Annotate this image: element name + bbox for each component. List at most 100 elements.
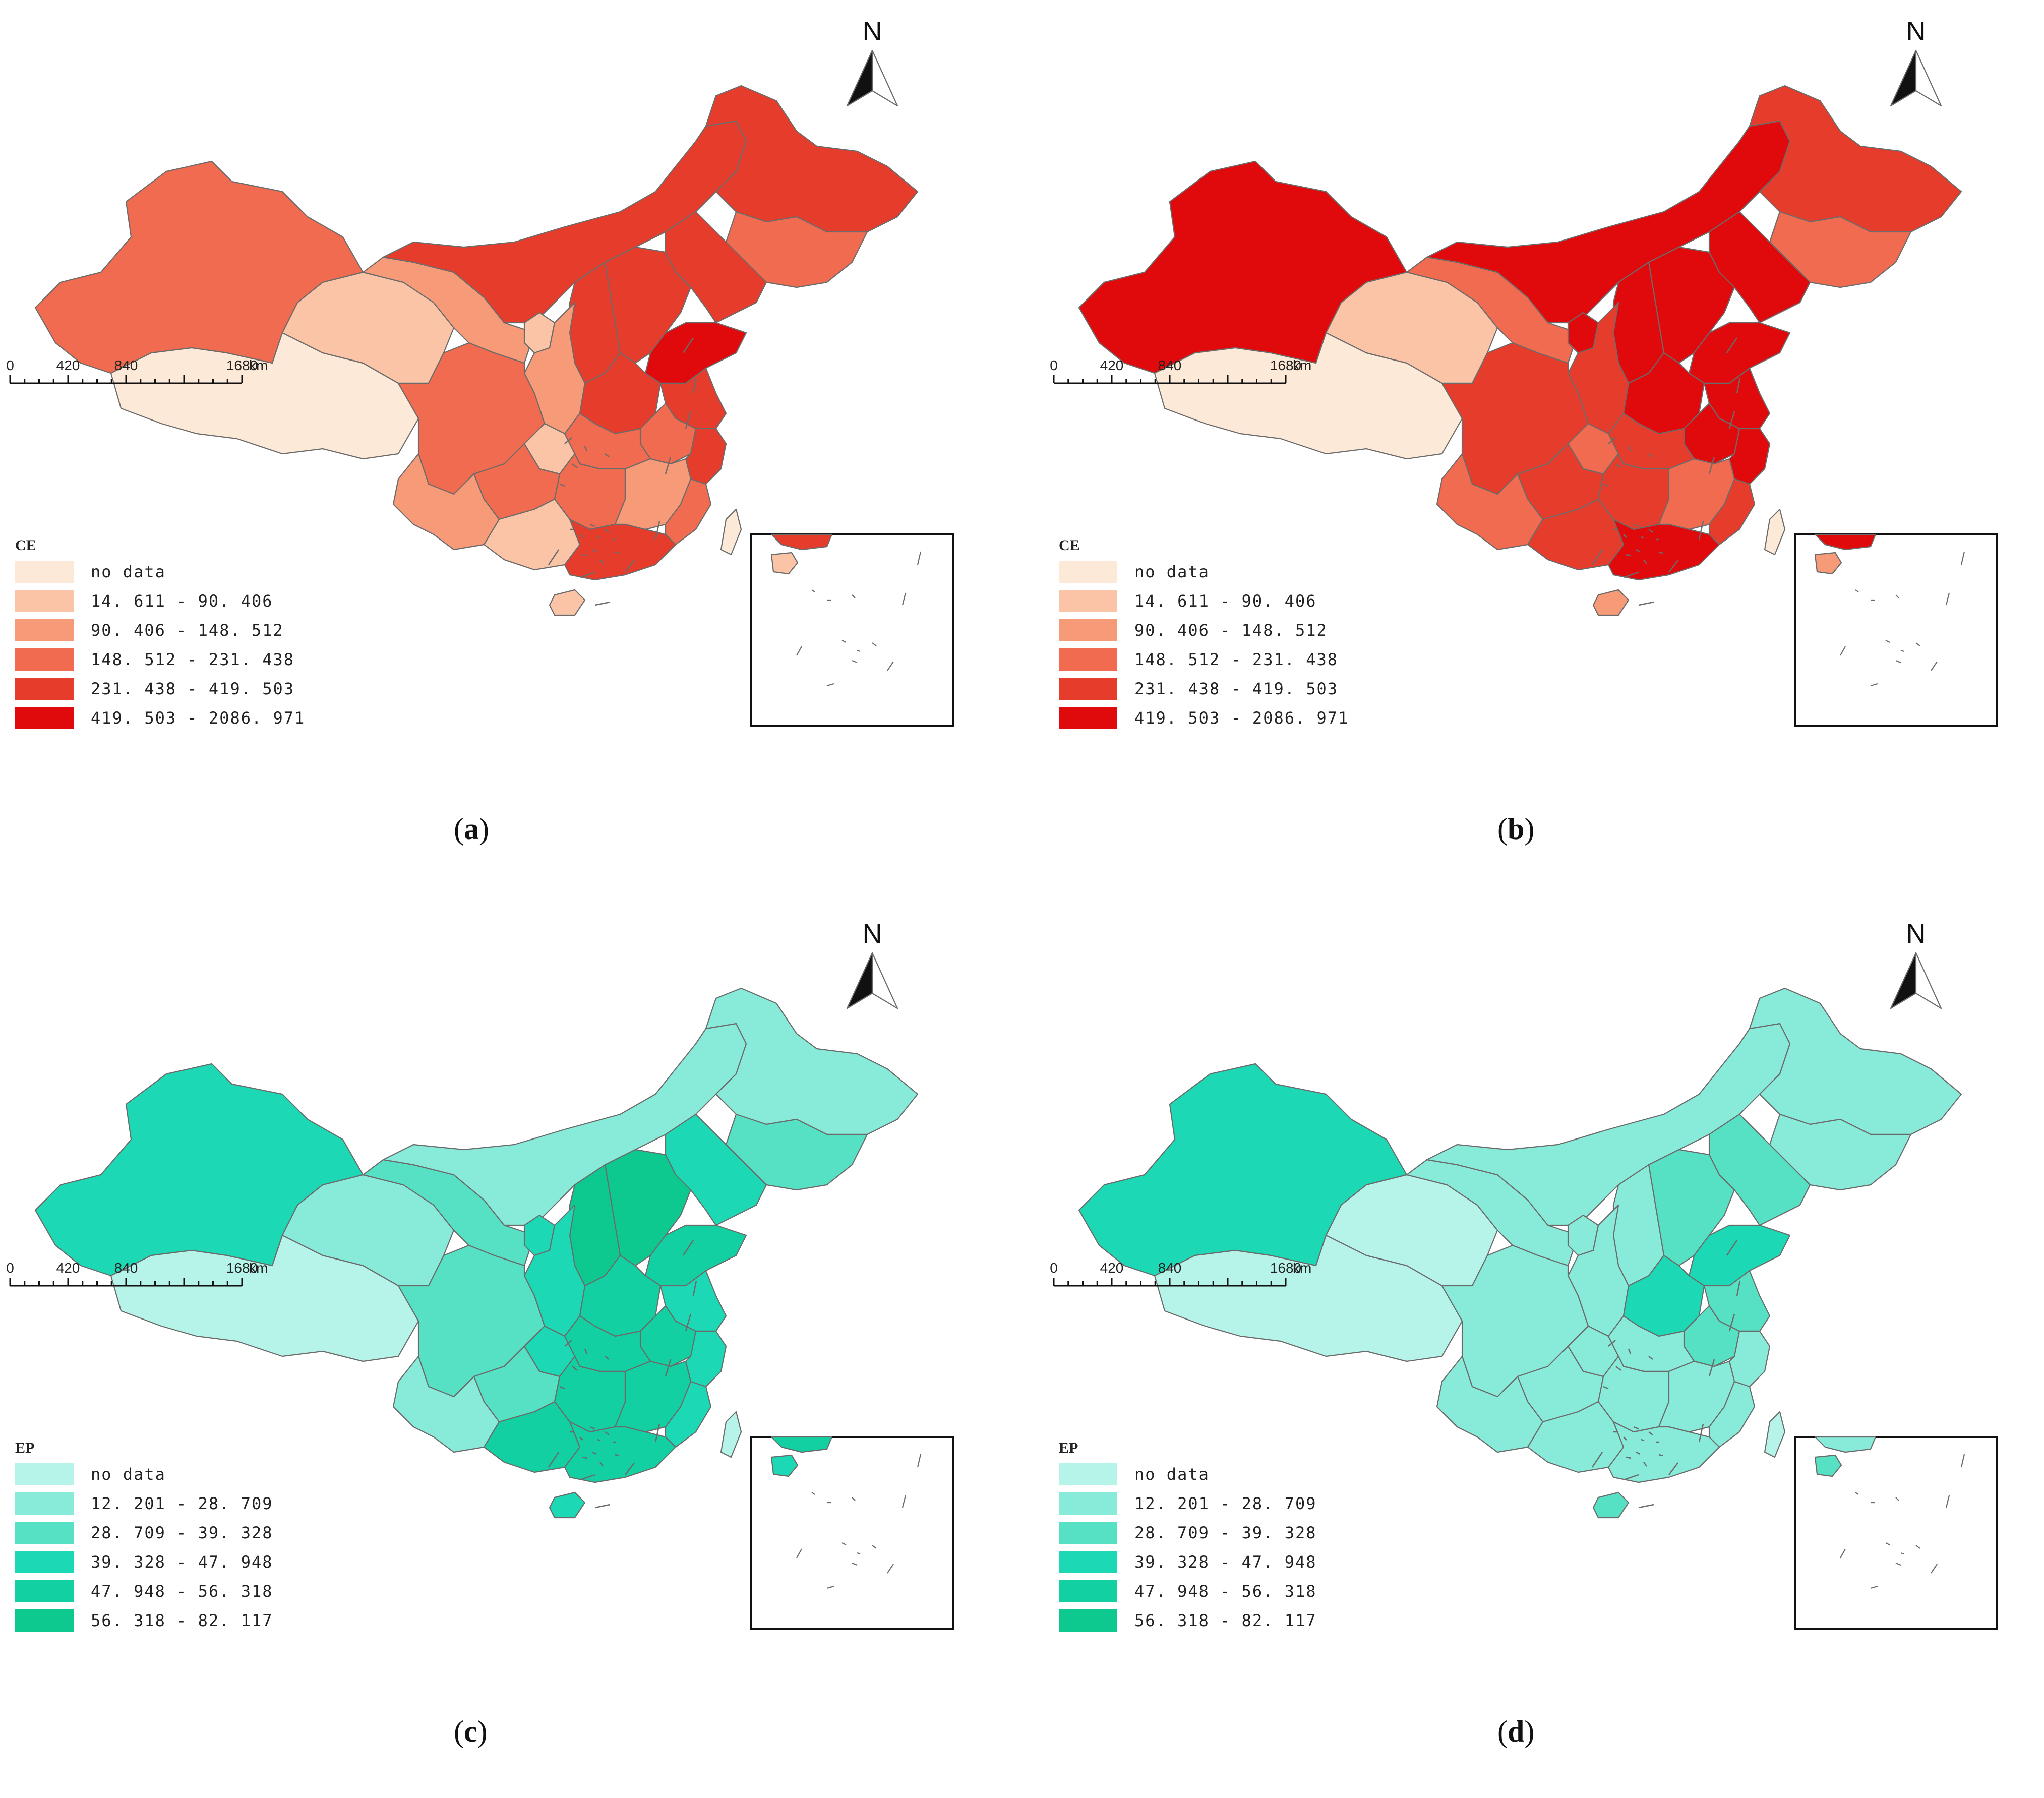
province-hainan xyxy=(549,589,586,616)
province-hainan xyxy=(1592,1491,1630,1519)
province-fujian xyxy=(1708,1381,1756,1448)
province-heilongjiang xyxy=(705,987,919,1135)
map-legend: CE no data 14. 611 - 90. 406 90. 406 - 148… xyxy=(15,537,305,733)
inset-islands xyxy=(1840,1454,1965,1589)
province-hainan xyxy=(549,1491,586,1519)
scale-tick-label: 1680 xyxy=(1270,357,1301,373)
legend-swatch xyxy=(15,1609,74,1632)
legend-label: 231. 438 - 419. 503 xyxy=(1134,679,1339,698)
inset-hainan xyxy=(1814,1454,1842,1477)
province-heilongjiang xyxy=(1749,85,1962,233)
legend-title: CE xyxy=(1059,537,1080,554)
china-map: N 0 420 840 1680 km xyxy=(1050,16,1998,727)
legend-swatch xyxy=(15,1551,74,1573)
legend-swatch xyxy=(15,1463,74,1485)
legend-item: 39. 328 - 47. 948 xyxy=(1059,1547,1317,1577)
north-arrow-icon: N xyxy=(1890,919,1942,1009)
scale-tick-label: 840 xyxy=(1158,1260,1182,1276)
legend-item: 419. 503 - 2086. 971 xyxy=(1059,703,1349,733)
scale-tick-label: 0 xyxy=(1050,357,1058,373)
province-heilongjiang xyxy=(705,85,919,233)
legend-swatch xyxy=(1059,1551,1117,1573)
legend-swatch xyxy=(1059,1522,1117,1544)
province-guangdong xyxy=(1607,518,1720,581)
legend-item: 56. 318 - 82. 117 xyxy=(1059,1606,1317,1635)
legend-swatch xyxy=(15,1580,74,1602)
legend-label: no data xyxy=(91,562,166,581)
legend-label: 419. 503 - 2086. 971 xyxy=(1134,708,1349,728)
scale-unit: km xyxy=(1293,1260,1311,1276)
scale-bar: 0 420 840 1680 km xyxy=(1050,1260,1311,1287)
scale-unit: km xyxy=(249,357,268,373)
legend-item: 231. 438 - 419. 503 xyxy=(15,674,305,703)
legend-label: 28. 709 - 39. 328 xyxy=(1134,1523,1317,1542)
legend-swatch xyxy=(1059,648,1117,671)
legend-item: 12. 201 - 28. 709 xyxy=(15,1489,273,1518)
inset-hainan xyxy=(770,552,799,575)
north-label: N xyxy=(863,16,882,46)
legend-item: 12. 201 - 28. 709 xyxy=(1059,1489,1317,1518)
scale-tick-label: 1680 xyxy=(226,357,258,373)
scale-tick-label: 0 xyxy=(1050,1260,1058,1276)
legend-item: 419. 503 - 2086. 971 xyxy=(15,703,305,733)
panel-caption: (c) xyxy=(454,1715,488,1748)
map-legend: EP no data 12. 201 - 28. 709 28. 709 - 39.… xyxy=(1059,1440,1317,1635)
province-taiwan xyxy=(1764,1411,1786,1458)
scale-tick-label: 0 xyxy=(6,357,14,373)
north-arrow-icon: N xyxy=(846,16,898,107)
legend-swatch xyxy=(1059,1492,1117,1515)
inset-hainan xyxy=(770,1454,799,1477)
scale-tick-label: 0 xyxy=(6,1260,14,1276)
legend-item: 14. 611 - 90. 406 xyxy=(15,586,305,616)
legend-label: 148. 512 - 231. 438 xyxy=(1134,650,1339,669)
scale-tick-label: 840 xyxy=(114,1260,138,1276)
china-map: N 0 420 840 1680 km xyxy=(6,919,954,1630)
scale-tick-label: 420 xyxy=(56,1260,80,1276)
china-map: N 0 420 840 1680 km xyxy=(1050,919,1998,1630)
legend-item: 39. 328 - 47. 948 xyxy=(15,1547,273,1577)
map-panel-b: N 0 420 840 1680 km CE no data 14. 611 - … xyxy=(1044,0,2032,857)
legend-label: 90. 406 - 148. 512 xyxy=(91,621,284,640)
legend-label: no data xyxy=(1134,562,1210,581)
legend-item: no data xyxy=(15,1460,273,1489)
province-taiwan xyxy=(720,508,742,556)
south-china-sea-islands xyxy=(1591,337,1741,606)
legend-swatch xyxy=(1059,678,1117,700)
south-sea-inset-content xyxy=(770,1436,922,1589)
legend-item: 14. 611 - 90. 406 xyxy=(1059,586,1349,616)
inset-islands xyxy=(1840,551,1965,687)
scale-bar: 0 420 840 1680 km xyxy=(6,357,268,384)
inset-hainan xyxy=(1814,552,1842,575)
legend-label: 56. 318 - 82. 117 xyxy=(91,1611,273,1630)
legend-swatch xyxy=(15,1492,74,1515)
scale-tick-label: 420 xyxy=(1100,357,1124,373)
legend-item: 90. 406 - 148. 512 xyxy=(1059,616,1349,645)
scale-bar: 0 420 840 1680 km xyxy=(6,1260,268,1287)
panel-caption-letter: c xyxy=(463,1715,477,1748)
legend-swatch xyxy=(1059,1609,1117,1632)
inset-islands xyxy=(796,1454,922,1589)
inset-islands xyxy=(796,551,922,687)
legend-swatch xyxy=(1059,619,1117,641)
north-label: N xyxy=(863,919,882,949)
inset-guangdong xyxy=(770,533,833,551)
legend-item: 56. 318 - 82. 117 xyxy=(15,1606,273,1635)
south-china-sea-islands xyxy=(548,1240,697,1509)
legend-swatch xyxy=(15,707,74,729)
legend-label: 12. 201 - 28. 709 xyxy=(91,1494,273,1513)
province-fujian xyxy=(1708,478,1756,546)
scale-tick-label: 420 xyxy=(1100,1260,1124,1276)
legend-swatch xyxy=(15,678,74,700)
legend-item: 47. 948 - 56. 318 xyxy=(1059,1577,1317,1606)
south-sea-inset-content xyxy=(1814,533,1965,687)
legend-item: 148. 512 - 231. 438 xyxy=(15,645,305,674)
legend-label: 231. 438 - 419. 503 xyxy=(91,679,295,698)
scale-tick-label: 1680 xyxy=(226,1260,258,1276)
scale-tick-label: 840 xyxy=(1158,357,1182,373)
scale-unit: km xyxy=(249,1260,268,1276)
legend-label: 47. 948 - 56. 318 xyxy=(1134,1582,1317,1601)
map-panel-a: N 0 420 840 1680 km CE no data 14. 611 - … xyxy=(0,0,988,857)
legend-item: no data xyxy=(15,557,305,586)
inset-guangdong xyxy=(1814,533,1877,551)
legend-swatch xyxy=(1059,707,1117,729)
